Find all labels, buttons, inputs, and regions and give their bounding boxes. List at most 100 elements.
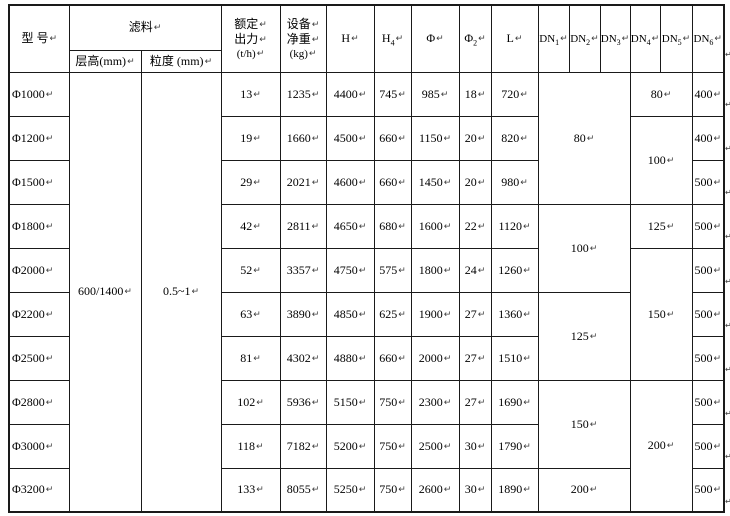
pilcrow-mark: ↵: [45, 309, 54, 320]
phi2-cell: 22↵: [458, 203, 492, 249]
pilcrow-mark: ↵: [311, 133, 320, 144]
pilcrow-mark: ↵: [440, 89, 449, 100]
output-cell: 133↵: [220, 467, 281, 513]
header-phi: Φ↵: [410, 4, 460, 73]
phi-cell: 2300↵: [410, 379, 460, 425]
pilcrow-mark: ↵: [713, 133, 722, 144]
pilcrow-mark: ↵: [127, 56, 135, 67]
dn45-merged-cell: 125↵: [629, 203, 693, 249]
output-cell: 13↵: [220, 71, 281, 117]
pilcrow-mark: ↵: [253, 89, 261, 100]
pilcrow-mark: ↵: [253, 265, 261, 276]
pilcrow-mark: ↵: [398, 353, 406, 364]
pilcrow-mark: ↵: [253, 133, 261, 144]
row-end-mark: ↵: [725, 452, 730, 461]
pilcrow-mark: ↵: [311, 177, 320, 188]
pilcrow-mark: ↵: [443, 397, 452, 408]
dn123-merged-cell: 150↵: [537, 379, 631, 469]
pilcrow-mark: ↵: [520, 177, 528, 188]
pilcrow-mark: ↵: [520, 133, 528, 144]
pilcrow-mark: ↵: [713, 265, 722, 276]
rated-output-line: 出力↵: [234, 31, 267, 46]
header-H: H↵: [325, 4, 375, 73]
output-cell: 19↵: [220, 115, 281, 161]
model-cell: Φ1200↵: [8, 115, 70, 161]
pilcrow-mark: ↵: [311, 485, 320, 496]
pilcrow-mark: ↵: [666, 155, 675, 166]
weight-cell: 1235↵: [279, 71, 327, 117]
pilcrow-mark: ↵: [477, 485, 486, 496]
pilcrow-mark: ↵: [682, 33, 691, 44]
pilcrow-mark: ↵: [651, 33, 660, 44]
pilcrow-mark: ↵: [663, 89, 672, 100]
pilcrow-mark: ↵: [443, 485, 452, 496]
pilcrow-mark: ↵: [253, 353, 261, 364]
pilcrow-mark: ↵: [253, 221, 261, 232]
h-cell: 4400↵: [325, 71, 375, 117]
pilcrow-mark: ↵: [713, 397, 722, 408]
spec-table: 型 号↵ 滤料↵ 额定↵ 出力↵ (t/h)↵ 设备↵ 净重↵ (kg)↵ H↵…: [8, 4, 725, 513]
pilcrow-mark: ↵: [477, 309, 486, 320]
pilcrow-mark: ↵: [398, 397, 406, 408]
output-cell: 29↵: [220, 159, 281, 205]
pilcrow-mark: ↵: [589, 419, 598, 430]
pilcrow-mark: ↵: [311, 19, 320, 30]
pilcrow-mark: ↵: [45, 265, 54, 276]
pilcrow-mark: ↵: [589, 485, 598, 496]
pilcrow-mark: ↵: [311, 34, 320, 45]
pilcrow-mark: ↵: [477, 133, 486, 144]
l-cell: 720↵: [490, 71, 539, 117]
model-cell: Φ1800↵: [8, 203, 70, 249]
pilcrow-mark: ↵: [358, 133, 367, 144]
model-cell: Φ1500↵: [8, 159, 70, 205]
model-cell: Φ2000↵: [8, 247, 70, 293]
header-DN1: DN1↵: [537, 4, 570, 73]
pilcrow-mark: ↵: [443, 441, 452, 452]
pilcrow-mark: ↵: [523, 485, 531, 496]
l-cell: 1790↵: [490, 423, 539, 469]
pilcrow-mark: ↵: [398, 309, 406, 320]
h-cell: 5200↵: [325, 423, 375, 469]
row-end-mark: ↵: [725, 321, 730, 330]
pilcrow-mark: ↵: [477, 397, 486, 408]
pilcrow-mark: ↵: [523, 441, 531, 452]
header-DN4: DN4↵: [629, 4, 661, 73]
dn6-cell: 500↵: [691, 203, 725, 249]
pilcrow-mark: ↵: [358, 221, 367, 232]
rated-output-line: 额定↵: [234, 16, 267, 31]
dn123-merged-cell: 80↵: [537, 71, 631, 205]
h4-cell: 750↵: [373, 379, 412, 425]
pilcrow-mark: ↵: [443, 177, 452, 188]
rated-output-unit: (t/h)↵: [236, 47, 265, 60]
phi-cell: 1800↵: [410, 247, 460, 293]
pilcrow-mark: ↵: [666, 309, 675, 320]
phi-cell: 2600↵: [410, 467, 460, 513]
output-cell: 52↵: [220, 247, 281, 293]
model-cell: Φ2200↵: [8, 291, 70, 337]
pilcrow-mark: ↵: [358, 397, 367, 408]
pilcrow-mark: ↵: [191, 287, 200, 298]
pilcrow-mark: ↵: [311, 309, 320, 320]
pilcrow-mark: ↵: [477, 353, 486, 364]
pilcrow-mark: ↵: [124, 287, 132, 298]
weight-cell: 5936↵: [279, 379, 327, 425]
header-model: 型 号↵: [8, 4, 70, 73]
header-DN6: DN6↵: [691, 4, 725, 73]
pilcrow-mark: ↵: [45, 353, 54, 364]
pilcrow-mark: ↵: [523, 353, 531, 364]
phi2-cell: 18↵: [458, 71, 492, 117]
dn123-merged-cell: 125↵: [537, 291, 631, 381]
pilcrow-mark: ↵: [256, 48, 265, 59]
phi-cell: 1600↵: [410, 203, 460, 249]
pilcrow-mark: ↵: [358, 485, 367, 496]
pilcrow-mark: ↵: [560, 33, 568, 44]
model-cell: Φ1000↵: [8, 71, 70, 117]
phi2-cell: 27↵: [458, 291, 492, 337]
l-cell: 1260↵: [490, 247, 539, 293]
dn6-cell: 500↵: [691, 247, 725, 293]
phi2-cell: 30↵: [458, 423, 492, 469]
row-end-mark: ↵: [725, 497, 730, 506]
h4-cell: 575↵: [373, 247, 412, 293]
pilcrow-mark: ↵: [713, 485, 722, 496]
